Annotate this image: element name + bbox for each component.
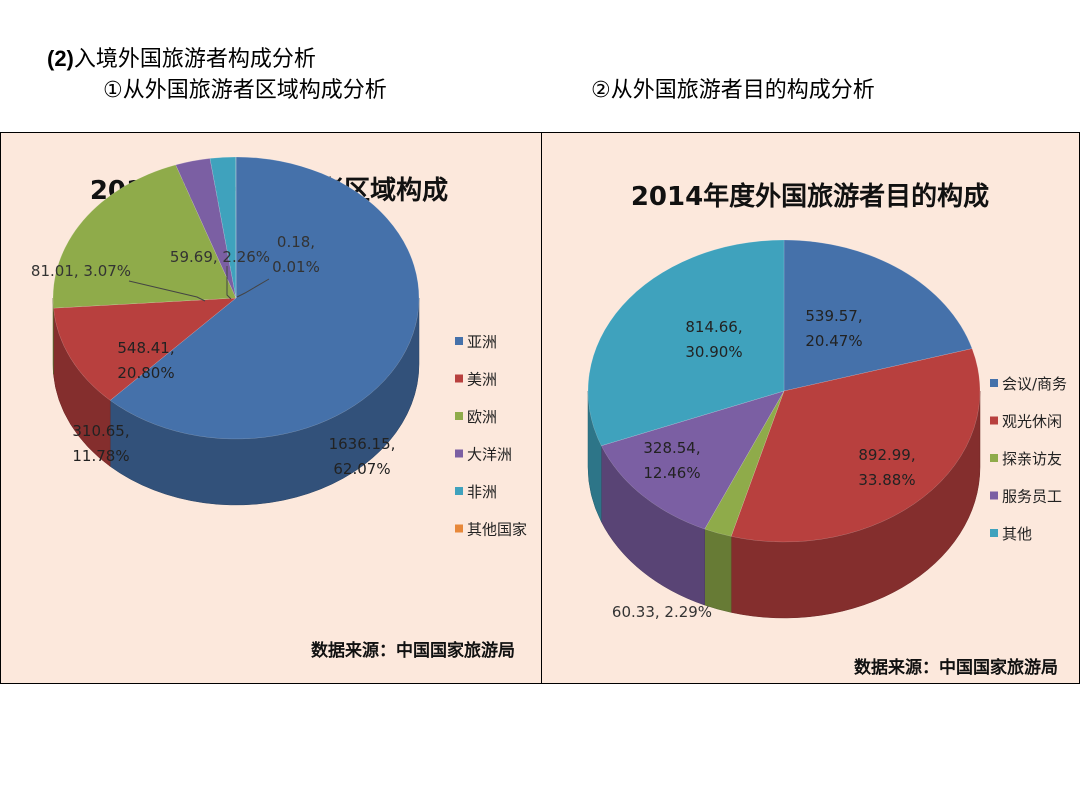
data-source-note: 数据来源：中国国家旅游局 — [311, 640, 515, 661]
legend-label: 大洋洲 — [467, 446, 512, 464]
section-number: (2) — [47, 46, 74, 71]
pie-slice-4 — [587, 239, 785, 446]
label-leader-line — [226, 266, 232, 300]
legend-label: 探亲访友 — [1002, 450, 1062, 468]
legend-swatch — [990, 491, 998, 500]
legend-label: 其他国家 — [467, 521, 527, 539]
legend-label: 美洲 — [467, 371, 497, 389]
label-leader-line — [236, 278, 270, 298]
legend-swatch — [455, 524, 463, 533]
legend-swatch — [455, 374, 463, 383]
slice-data-label: 1636.15, 62.07% — [329, 435, 396, 478]
region-chart-panel: 2014年度外国旅游者区域构成1636.15,62.07%310.65,11.7… — [0, 132, 542, 684]
pie-side-2 — [704, 528, 732, 613]
legend-swatch — [455, 487, 463, 495]
slice-data-label: 548.41, 20.80% — [117, 339, 174, 382]
slice-data-label: 60.33, 2.29% — [612, 603, 712, 621]
pie-slice-1 — [53, 297, 237, 401]
slice-data-label: 59.69, 2.26% — [170, 248, 270, 266]
legend-swatch — [990, 416, 998, 425]
pie-side-walls — [587, 390, 981, 619]
purpose-pie-chart: 2014年度外国旅游者目的构成 539.57, 20.47% 892.99, 33.88… — [587, 181, 1067, 678]
legend-label: 非洲 — [467, 483, 497, 501]
legend-label: 会议/商务 — [1002, 375, 1067, 393]
subheading-region: ①从外国旅游者区域构成分析 — [103, 78, 387, 103]
legend-swatch — [455, 412, 463, 420]
legend-swatch — [990, 529, 998, 537]
pie-slice-3 — [175, 158, 237, 299]
legend-label: 观光休闲 — [1002, 413, 1062, 431]
legend-swatch — [990, 454, 998, 462]
section-title: 入境外国旅游者构成分析 — [73, 47, 316, 72]
slice-data-label: 539.57, 20.47% — [805, 307, 862, 350]
section-heading: (2)入境外国旅游者构成分析 — [47, 46, 316, 73]
label-leader-line — [128, 280, 206, 302]
data-source-note: 数据来源：中国国家旅游局 — [854, 657, 1058, 678]
slice-data-label: 814.66, 30.90% — [685, 318, 742, 361]
legend-label: 服务员工 — [1002, 488, 1062, 506]
legend-label: 亚洲 — [467, 333, 497, 351]
pie-slice-0 — [783, 239, 973, 392]
legend-label: 其他 — [1002, 525, 1032, 543]
pie-slice-0 — [109, 156, 420, 440]
pie-slice-2 — [52, 164, 237, 309]
slice-data-label: 892.99, 33.88% — [858, 446, 915, 489]
pie-slice-2 — [704, 390, 785, 537]
legend-swatch — [455, 337, 463, 345]
purpose-chart-panel: 2014年度外国旅游者目的构成 539.57, 20.47% 892.99, 33.88… — [541, 132, 1080, 684]
slice-data-label: 0.18, 0.01% — [272, 233, 320, 276]
slice-data-label: 310.65, 11.78% — [72, 422, 129, 465]
chart-title: 2014年度外国旅游者目的构成 — [631, 181, 989, 212]
region-pie-chart: 2014年度外国旅游者区域构成1636.15,62.07%310.65,11.7… — [31, 156, 527, 661]
pie-slice-3 — [601, 390, 785, 530]
pie-slice-1 — [730, 348, 981, 543]
legend-label: 欧洲 — [467, 408, 497, 426]
legend-swatch — [990, 379, 998, 387]
pie-slice-4 — [209, 156, 237, 299]
slice-data-label: 81.01, 3.07% — [31, 262, 131, 280]
subheading-purpose: ②从外国旅游者目的构成分析 — [591, 78, 875, 103]
legend-swatch — [455, 449, 463, 458]
slice-data-label: 328.54, 12.46% — [643, 439, 700, 482]
